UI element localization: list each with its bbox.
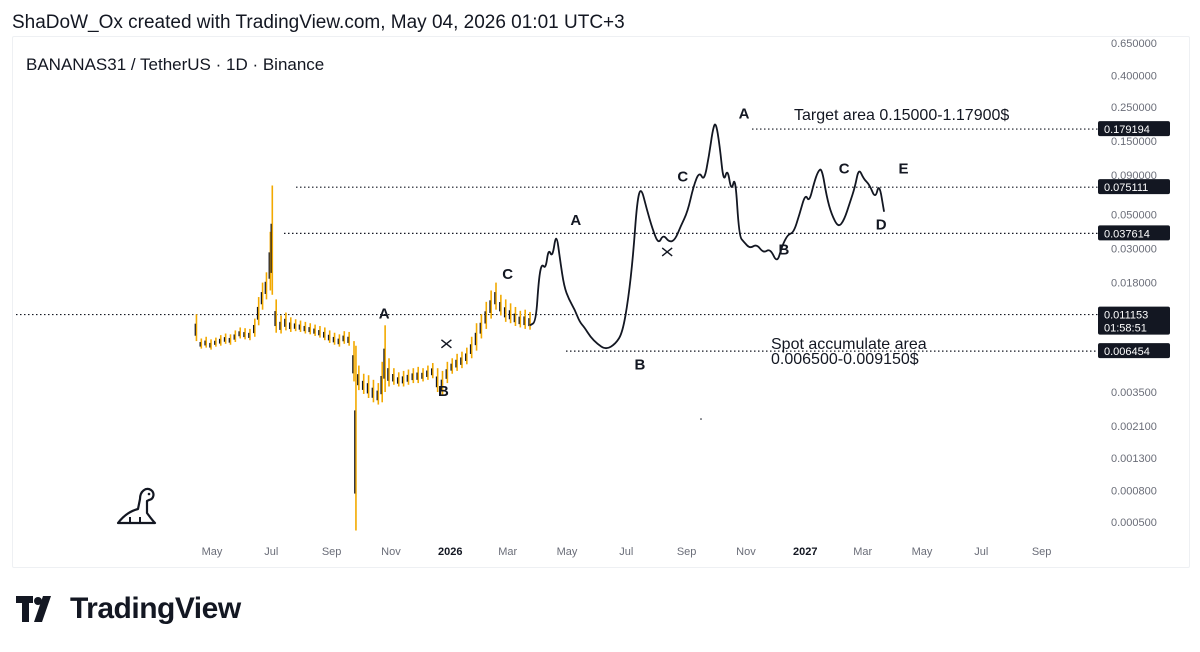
countdown-label: 01:58:51 [1104,323,1147,335]
price-badge [1098,121,1170,137]
wave-label: C [502,266,513,283]
wave-label: A [570,212,581,229]
time-tick-label: Mar [498,546,517,558]
price-badge-label: 0.179194 [1104,124,1150,136]
price-badge-label: 0.006454 [1104,346,1150,358]
chart-annotation: Target area 0.15000-1.17900$ [794,107,1009,124]
price-tick-label: 0.150000 [1111,136,1157,148]
time-tick-label: Jul [974,546,988,558]
chart-frame [12,36,1190,568]
price-badge-label: 0.037614 [1104,228,1150,240]
chart-attribution: ShaDoW_Ox created with TradingView.com, … [12,12,625,33]
price-badge [1098,179,1170,195]
chart-annotation: Spot accumulate area [771,336,927,353]
tradingview-logo[interactable]: TradingView [16,592,241,626]
price-tick-label: 0.003500 [1111,387,1157,399]
tradingview-brand-name: TradingView [70,592,241,625]
price-tick-label: 0.018000 [1111,278,1157,290]
symbol-title: BANANAS31 / TetherUS · 1D · Binance [26,55,325,74]
price-tick-label: 0.400000 [1111,70,1157,82]
time-tick-label: Sep [1032,546,1052,558]
tradingview-logo-icon [16,596,60,622]
chart-annotation: 0.006500-0.009150$ [771,351,919,368]
wave-label: B [438,383,449,400]
time-tick-label: May [912,546,933,558]
time-tick-label: Sep [677,546,697,558]
wave-label: C [839,161,850,178]
price-tick-label: 0.090000 [1111,170,1157,182]
price-badge [1098,225,1170,241]
time-tick-label: Nov [736,546,756,558]
wave-label: B [778,241,789,258]
wave-label: B [635,357,646,374]
time-tick-label: Mar [853,546,872,558]
time-tick-label: 2026 [438,546,462,558]
time-tick-label: May [557,546,578,558]
time-tick-label: Jul [264,546,278,558]
wave-label: D [876,216,887,233]
price-tick-label: 0.000500 [1111,517,1157,529]
price-tick-label: 0.030000 [1111,243,1157,255]
price-badge-label: 0.075111 [1104,182,1148,194]
time-tick-label: 2027 [793,546,817,558]
price-tick-label: 0.001300 [1111,453,1157,465]
price-tick-label: 0.650000 [1111,38,1157,50]
cross-marker [440,339,452,349]
price-tick-label: 0.250000 [1111,102,1157,114]
dinosaur-icon [116,487,157,525]
time-tick-label: May [202,546,223,558]
price-badge-label: 0.011153 [1104,310,1148,322]
projection-path [529,123,885,350]
price-badge [1098,343,1170,359]
price-tick-label: 0.002100 [1111,421,1157,433]
price-tick-label: 0.050000 [1111,209,1157,221]
wave-label: C [677,168,688,185]
time-tick-label: Nov [381,546,401,558]
wave-label: E [899,161,909,178]
wave-label: A [739,105,750,122]
stray-dot [700,418,702,420]
time-tick-label: Jul [619,546,633,558]
price-badge [1098,306,1170,335]
time-tick-label: Sep [322,546,342,558]
cross-marker [661,247,673,257]
price-tick-label: 0.000800 [1111,486,1157,498]
wave-label: A [379,306,390,323]
